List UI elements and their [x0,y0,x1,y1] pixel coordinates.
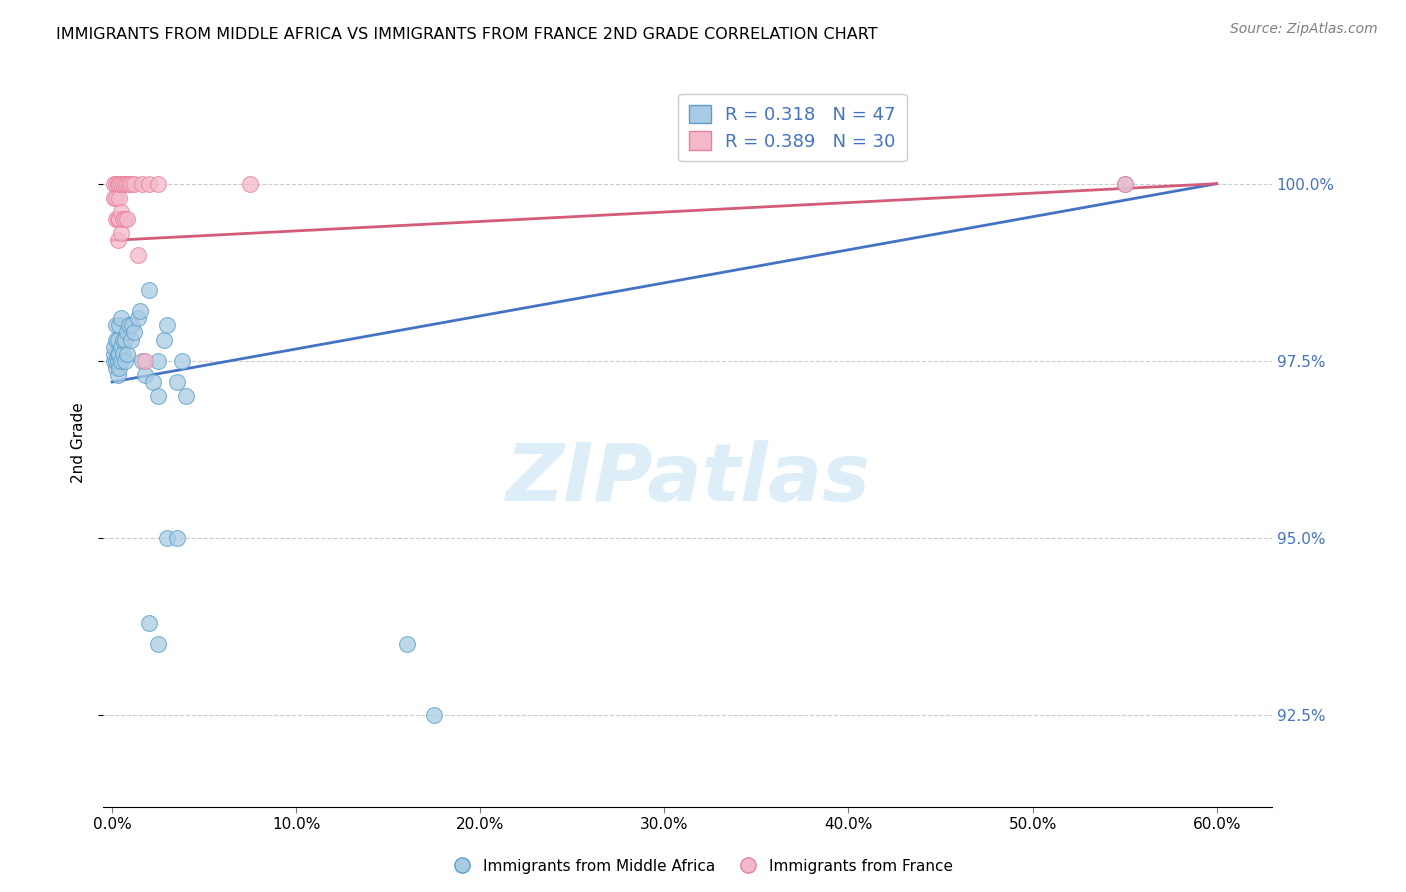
Text: Source: ZipAtlas.com: Source: ZipAtlas.com [1230,22,1378,37]
Point [115,326,138,340]
Point [112,177,135,191]
Point [138,177,160,191]
Point [104,191,127,205]
Point [118,177,141,191]
Point [138,283,160,297]
Point [103,177,125,191]
Point [107,346,129,360]
Point [115,177,138,191]
Point [108,191,131,205]
Legend: R = 0.318   N = 47, R = 0.389   N = 30: R = 0.318 N = 47, R = 0.389 N = 30 [679,94,907,161]
Point [121,318,143,333]
Point [115,212,138,227]
Point [104,177,127,191]
Point [112,333,135,347]
Point [103,346,125,360]
Point [146,637,169,651]
Point [108,346,131,360]
Point [122,177,145,191]
Point [110,353,132,368]
Point [104,333,127,347]
Point [170,353,193,368]
Point [146,353,169,368]
Point [103,353,125,368]
Point [107,177,129,191]
Point [114,212,136,227]
Y-axis label: 2nd Grade: 2nd Grade [72,401,86,483]
Point [1114,177,1136,191]
Point [118,318,141,333]
Point [174,389,197,403]
Point [120,177,142,191]
Point [142,375,165,389]
Point [146,389,169,403]
Point [122,326,145,340]
Point [110,177,132,191]
Point [114,353,136,368]
Point [104,212,127,227]
Point [112,346,135,360]
Text: ZIPatlas: ZIPatlas [505,440,870,517]
Point [112,212,135,227]
Point [115,346,138,360]
Point [127,311,149,326]
Point [108,360,131,375]
Point [166,375,188,389]
Point [114,177,136,191]
Point [395,637,418,651]
Point [110,340,132,354]
Point [134,368,156,382]
Point [104,353,127,368]
Point [104,318,127,333]
Point [146,177,169,191]
Text: IMMIGRANTS FROM MIDDLE AFRICA VS IMMIGRANTS FROM FRANCE 2ND GRADE CORRELATION CH: IMMIGRANTS FROM MIDDLE AFRICA VS IMMIGRA… [56,27,877,42]
Point [104,360,127,375]
Point [108,212,131,227]
Point [110,227,132,241]
Point [1114,177,1136,191]
Point [107,233,129,247]
Point [107,368,129,382]
Point [110,311,132,326]
Point [239,177,262,191]
Legend: Immigrants from Middle Africa, Immigrants from France: Immigrants from Middle Africa, Immigrant… [447,853,959,880]
Point [108,177,131,191]
Point [120,333,142,347]
Point [166,531,188,545]
Point [128,304,150,318]
Point [156,531,179,545]
Point [156,318,179,333]
Point [131,177,153,191]
Point [103,191,125,205]
Point [107,353,129,368]
Point [152,333,174,347]
Point [114,333,136,347]
Point [108,318,131,333]
Point [131,353,153,368]
Point [107,212,129,227]
Point [103,340,125,354]
Point [138,615,160,630]
Point [134,353,156,368]
Point [423,707,446,722]
Point [110,205,132,219]
Point [127,247,149,261]
Point [107,333,129,347]
